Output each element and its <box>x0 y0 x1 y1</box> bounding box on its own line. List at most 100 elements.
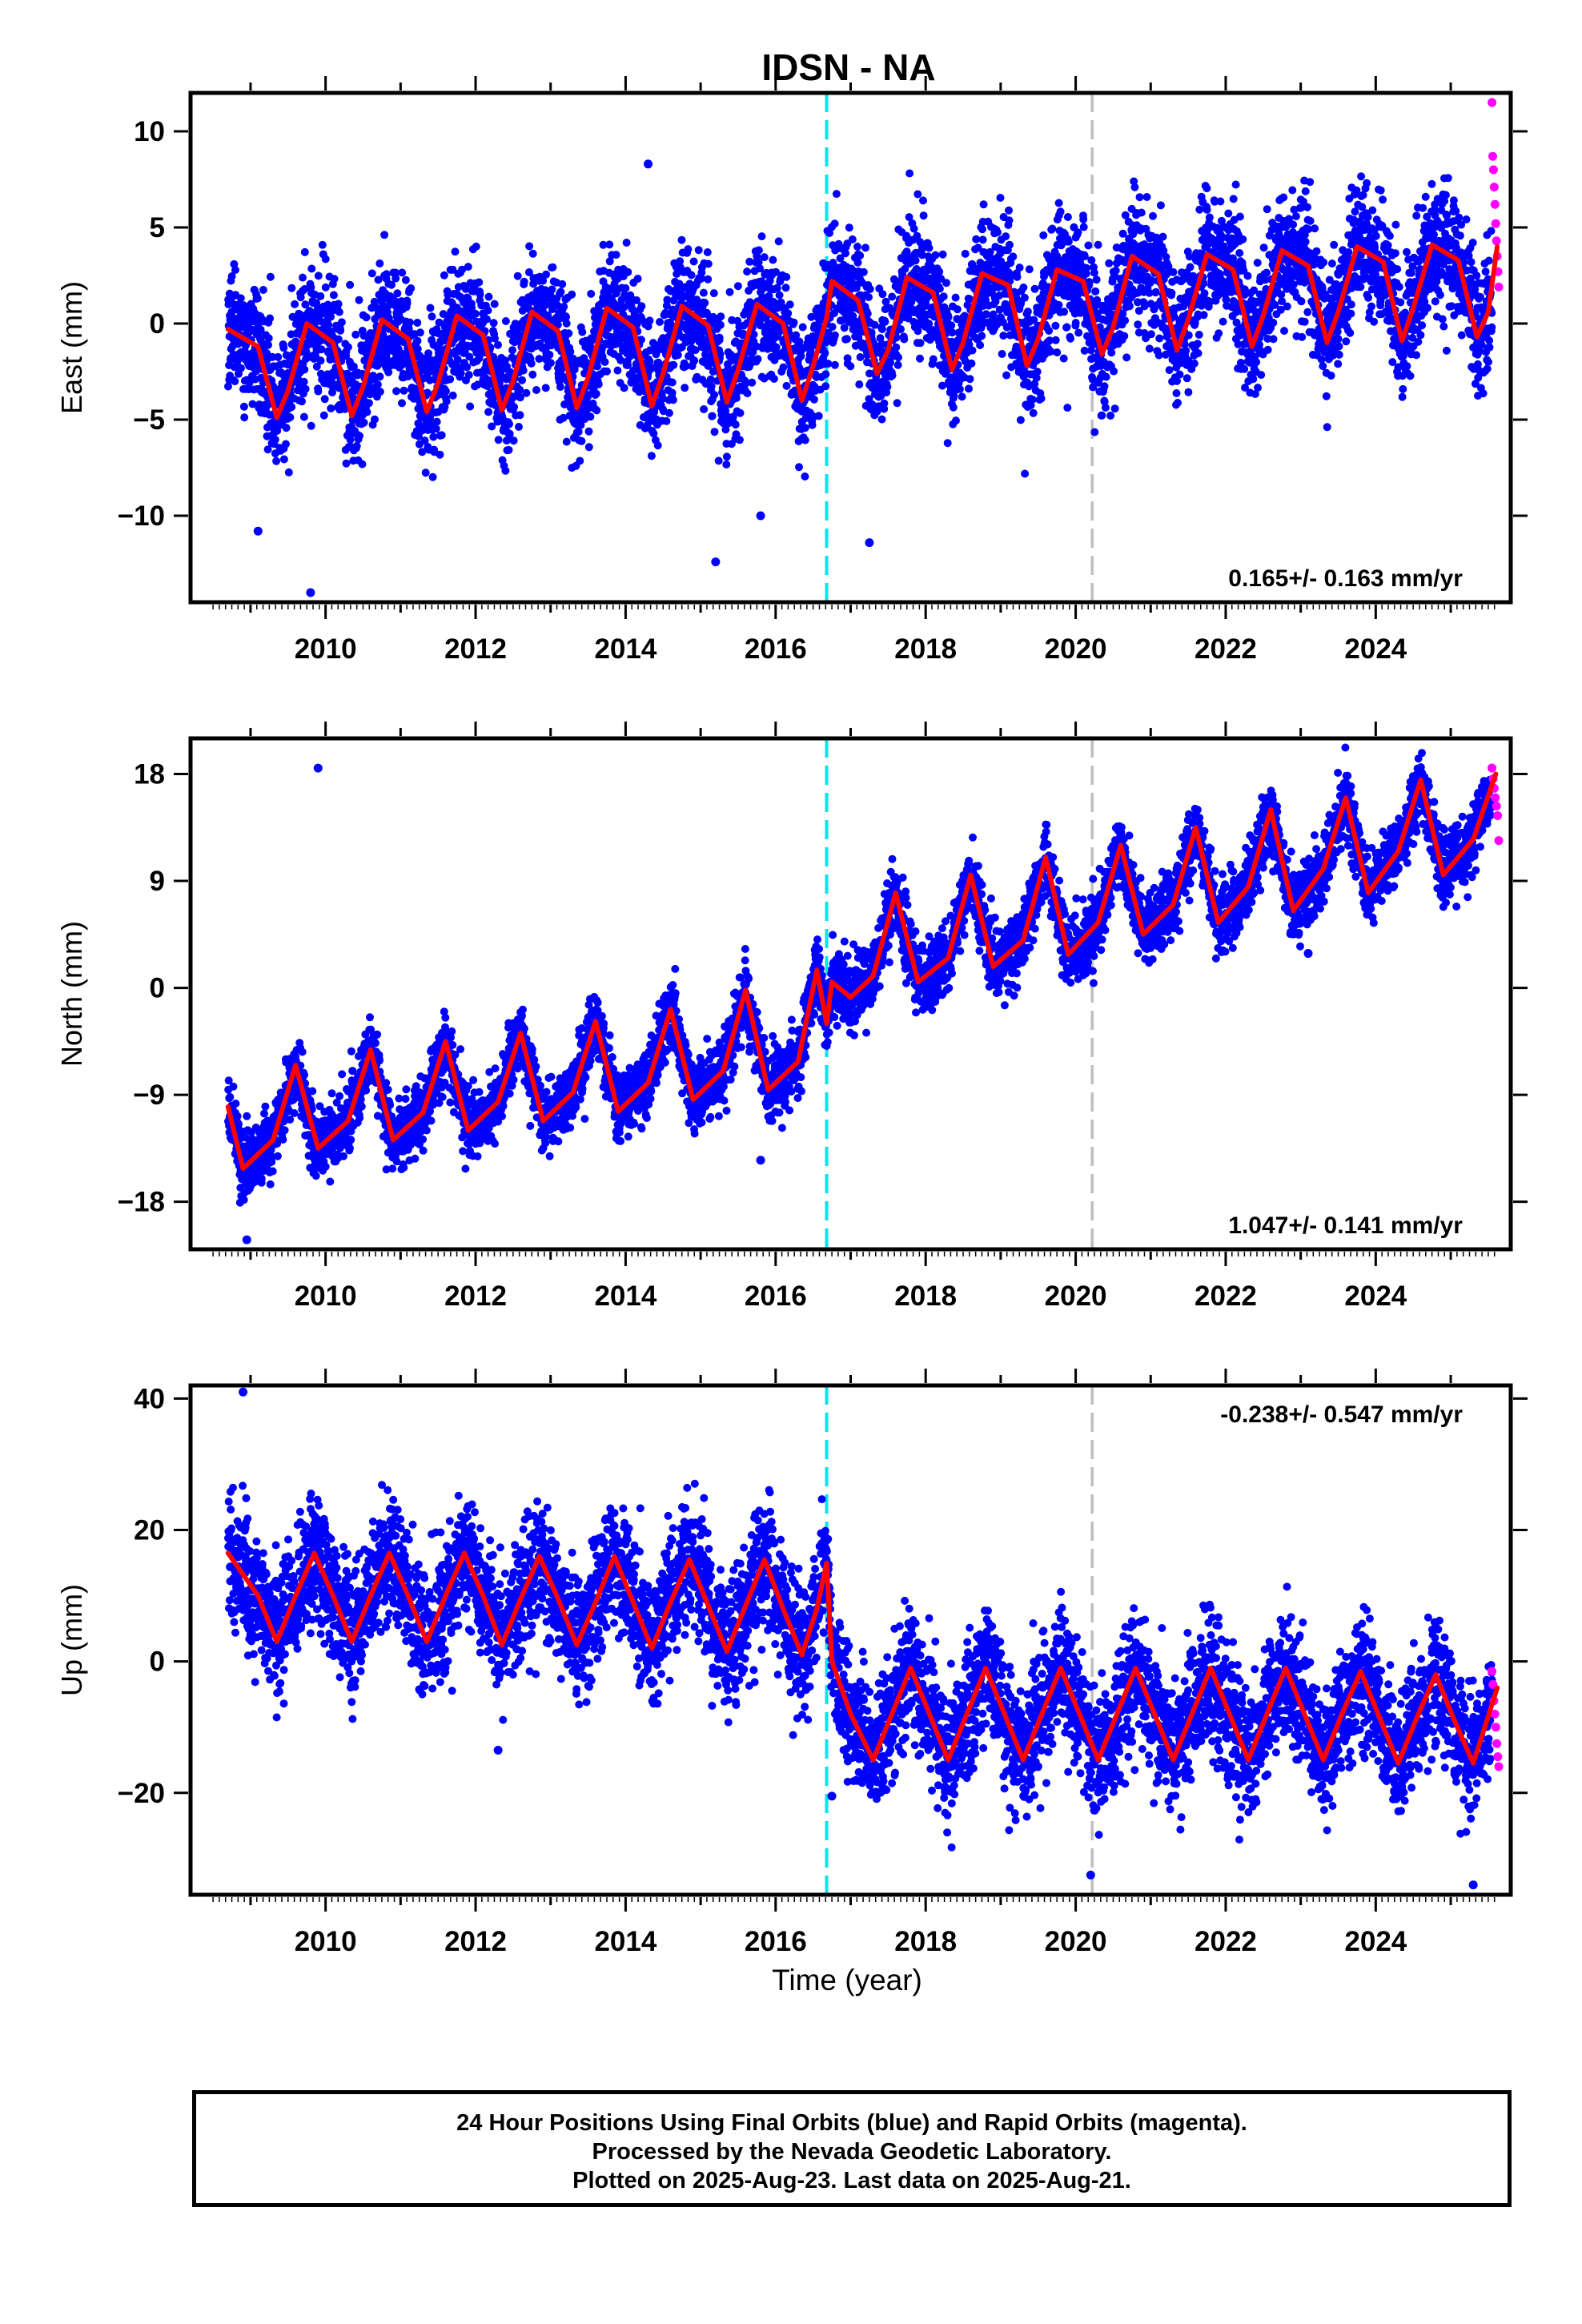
x-tick-label: 2024 <box>1344 633 1407 665</box>
rapid-orbit-point <box>1488 1667 1497 1676</box>
plot-area-east <box>224 93 1504 602</box>
x-tick-label: 2022 <box>1195 633 1257 665</box>
outlier-point <box>644 159 653 169</box>
x-tick-label: 2016 <box>745 1926 807 1957</box>
x-tick-label: 2010 <box>295 633 357 665</box>
final-orbit-points <box>224 743 1496 1207</box>
x-axis-label: Time (year) <box>772 1964 922 1996</box>
x-tick-label: 2018 <box>894 1281 957 1312</box>
outlier-point <box>242 1235 251 1244</box>
x-tick-label: 2012 <box>444 633 507 665</box>
caption-line-3: Plotted on 2025-Aug-23. Last data on 202… <box>572 2168 1131 2193</box>
rapid-orbit-point <box>1491 1723 1500 1732</box>
rapid-orbit-point <box>1488 98 1497 107</box>
rapid-orbit-point <box>1488 151 1498 161</box>
rapid-orbit-point <box>1490 199 1500 209</box>
y-axis-label: North (mm) <box>55 921 88 1067</box>
chart-title: IDSN - NA <box>761 46 935 88</box>
x-tick-label: 2018 <box>894 1926 957 1957</box>
y-tick-label: 0 <box>150 1647 165 1678</box>
x-tick-label: 2022 <box>1195 1926 1257 1957</box>
model-curve <box>225 242 1500 420</box>
plot-area-north <box>224 738 1504 1249</box>
y-tick-label: 0 <box>150 973 165 1004</box>
y-tick-label: 0 <box>150 308 165 340</box>
y-tick-label: −20 <box>118 1778 165 1809</box>
outlier-point <box>493 1745 503 1755</box>
outlier-point <box>827 1791 837 1801</box>
final-orbit-points <box>224 1479 1496 1852</box>
model-curve <box>225 771 1499 1172</box>
caption-box: 24 Hour Positions Using Final Orbits (bl… <box>192 2090 1512 2207</box>
rapid-orbit-point <box>1492 1739 1502 1748</box>
x-tick-label: 2012 <box>444 1926 507 1957</box>
y-axis-label: Up (mm) <box>55 1584 88 1696</box>
x-tick-label: 2020 <box>1045 1926 1107 1957</box>
chart-panels: 2010 2012 2014 2016 2018 2020 2022 20241050−5−1… <box>55 76 1528 1957</box>
outlier-point <box>756 511 765 521</box>
rapid-orbit-point <box>1488 763 1497 773</box>
rapid-orbit-point <box>1491 793 1500 802</box>
y-tick-label: 40 <box>134 1383 165 1414</box>
y-tick-label: 20 <box>134 1515 165 1546</box>
y-tick-label: 10 <box>134 116 165 147</box>
x-tick-label: 2022 <box>1195 1281 1257 1312</box>
plot-frame <box>188 736 1513 1252</box>
rapid-orbit-point <box>1492 236 1501 246</box>
rapid-orbit-point <box>1494 282 1504 292</box>
x-tick-label: 2012 <box>444 1281 507 1312</box>
velocity-annotation: 1.047+/- 0.141 mm/yr <box>1228 1212 1463 1239</box>
outlier-point <box>865 538 874 548</box>
rapid-orbit-point <box>1490 1709 1500 1719</box>
plot-frame <box>188 1383 1513 1897</box>
caption-line-1: 24 Hour Positions Using Final Orbits (bl… <box>456 2110 1247 2136</box>
plot-frame <box>188 90 1513 605</box>
y-tick-label: −5 <box>133 404 165 436</box>
outlier-point <box>1086 1870 1095 1880</box>
velocity-annotation: -0.238+/- 0.547 mm/yr <box>1220 1401 1463 1428</box>
y-tick-label: 9 <box>150 866 165 897</box>
x-tick-label: 2014 <box>594 633 656 665</box>
rapid-orbit-point <box>1488 165 1498 175</box>
outlier-point <box>711 557 721 567</box>
y-tick-label: −10 <box>118 501 165 532</box>
panel-up: 2010 2012 2014 2016 2018 2020 2022 2024 40 20 0 −20… <box>55 1369 1528 1957</box>
x-tick-label: 2016 <box>745 633 807 665</box>
caption-line-2: Processed by the Nevada Geodetic Laborat… <box>592 2139 1112 2165</box>
final-orbit-points <box>224 169 1496 481</box>
x-tick-label: 2024 <box>1344 1281 1407 1312</box>
x-tick-label: 2014 <box>594 1926 656 1957</box>
x-tick-label: 2018 <box>894 633 957 665</box>
y-tick-label: −9 <box>133 1080 165 1111</box>
rapid-orbit-point <box>1494 836 1504 846</box>
outlier-point <box>1303 949 1313 959</box>
y-axis-label: East (mm) <box>55 281 88 414</box>
rapid-orbit-point <box>1493 810 1503 820</box>
velocity-annotation: 0.165+/- 0.163 mm/yr <box>1228 565 1463 592</box>
plot-area-up <box>224 1385 1504 1895</box>
y-tick-label: −18 <box>118 1187 165 1218</box>
outlier-point <box>253 526 263 536</box>
x-tick-label: 2010 <box>295 1926 357 1957</box>
x-tick-label: 2020 <box>1045 1281 1107 1312</box>
rapid-orbit-point <box>1491 219 1500 228</box>
rapid-orbit-point <box>1493 1752 1503 1762</box>
x-tick-label: 2024 <box>1344 1926 1407 1957</box>
rapid-orbit-point <box>1489 183 1499 192</box>
model-curve <box>225 1550 1500 1766</box>
outlier-point <box>1468 1880 1478 1890</box>
outlier-point <box>756 1156 765 1165</box>
y-tick-label: 5 <box>150 212 165 243</box>
outlier-point <box>306 588 315 597</box>
y-tick-label: 18 <box>134 759 165 790</box>
panel-east: 2010 2012 2014 2016 2018 2020 2022 2024 10 5 0 −5 −1… <box>55 76 1528 665</box>
x-tick-label: 2014 <box>594 1281 656 1312</box>
panel-north: 2010 2012 2014 2016 2018 2020 2022 2024 18 9 0 −9 −1… <box>55 722 1528 1312</box>
rapid-orbit-point <box>1492 802 1501 811</box>
outlier-point <box>239 1387 248 1397</box>
rapid-orbit-point <box>1494 1762 1504 1771</box>
x-tick-label: 2010 <box>295 1281 357 1312</box>
x-tick-label: 2016 <box>745 1281 807 1312</box>
x-tick-label: 2020 <box>1045 633 1107 665</box>
